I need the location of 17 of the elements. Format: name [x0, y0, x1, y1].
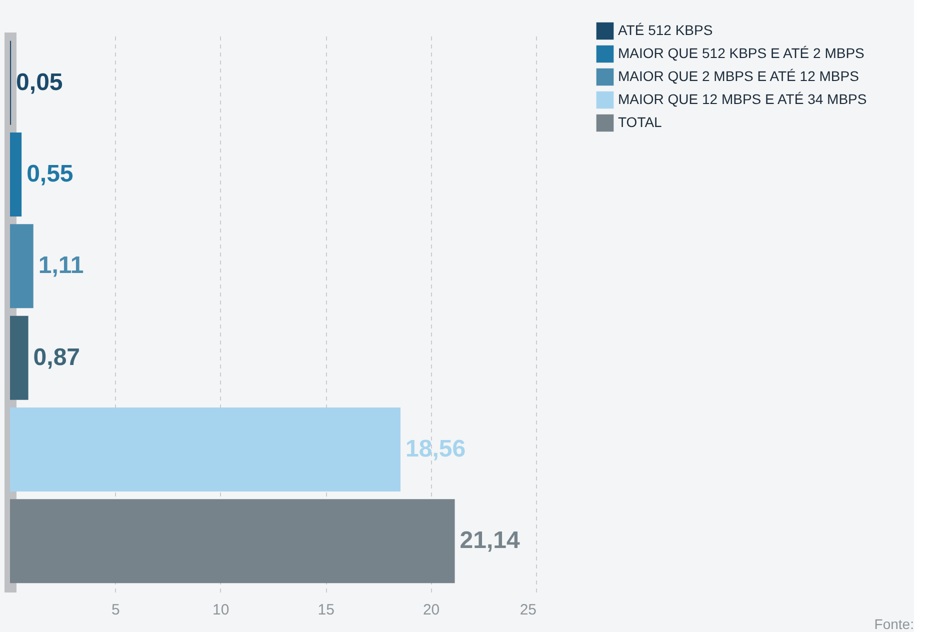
- data-label: 0,05: [16, 68, 63, 96]
- x-tick-label: 20: [422, 602, 440, 618]
- data-label: 1,11: [38, 252, 84, 280]
- x-tick-label: 10: [212, 602, 230, 618]
- data-label: 0,87: [33, 344, 80, 371]
- legend-label: MAIOR QUE 2 MBPS E ATÉ 12 MBPS: [618, 68, 859, 84]
- legend-label: MAIOR QUE 12 MBPS E ATÉ 34 MBPS: [618, 91, 867, 107]
- legend-label: ATÉ 512 KBPS: [618, 22, 713, 38]
- x-tick-label: 25: [520, 602, 536, 618]
- data-label: 18,56: [406, 436, 466, 462]
- x-tick-label: 15: [318, 602, 334, 618]
- data-label: 21,14: [460, 527, 520, 554]
- legend-label: TOTAL: [618, 114, 662, 130]
- legend-label: MAIOR QUE 512 KBPS E ATÉ 2 MBPS: [618, 45, 864, 61]
- x-tick-label: 5: [112, 602, 120, 618]
- source-note: Fonte:: [874, 616, 914, 632]
- data-label: 0,55: [26, 160, 74, 188]
